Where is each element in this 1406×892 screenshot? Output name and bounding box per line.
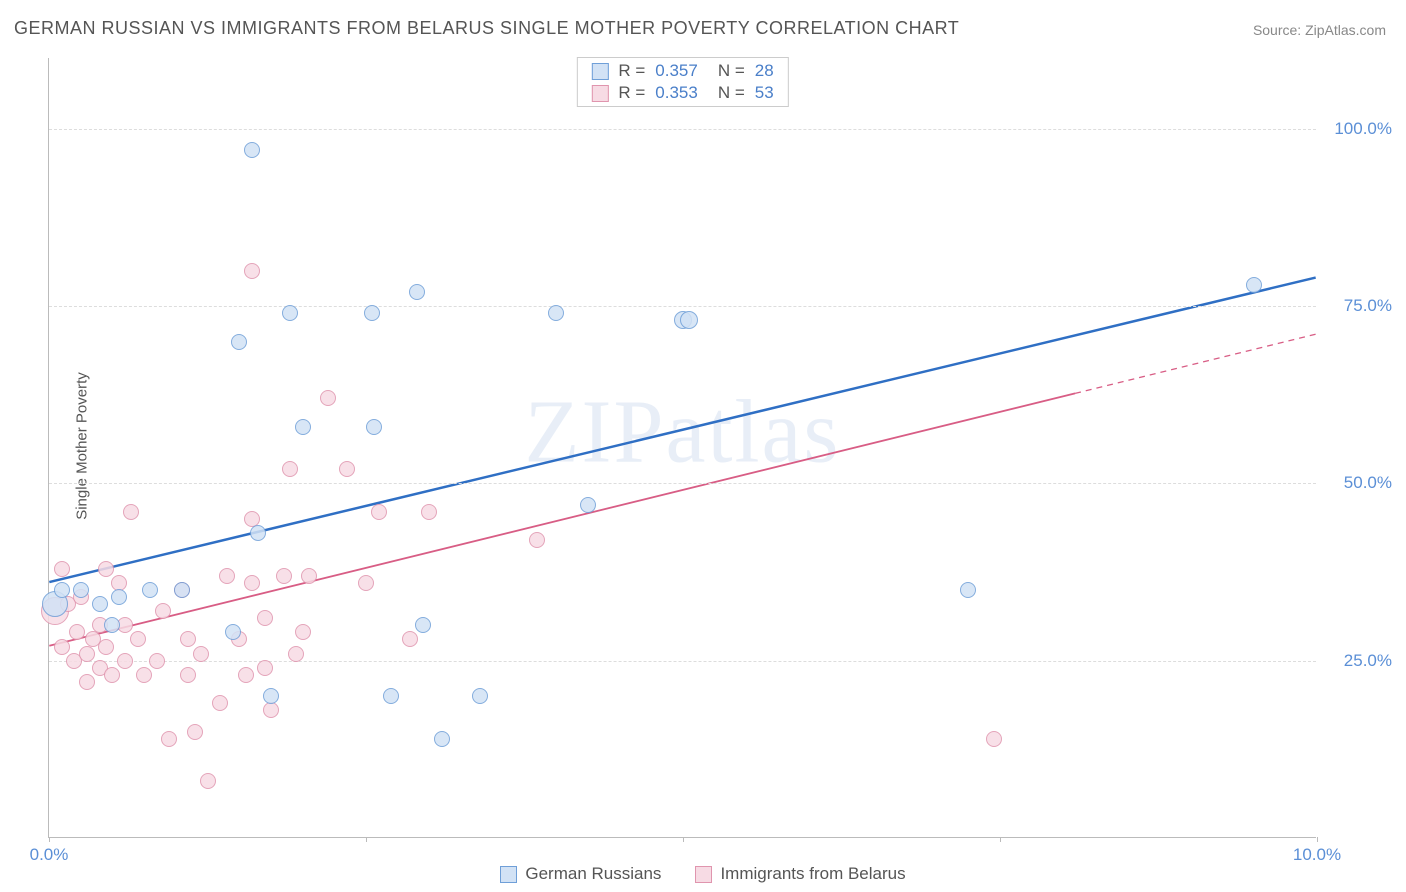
- legend-swatch: [695, 866, 712, 883]
- data-point: [548, 305, 564, 321]
- data-point: [187, 724, 203, 740]
- x-tick-mark: [49, 837, 50, 842]
- legend-label: German Russians: [525, 864, 661, 884]
- data-point: [142, 582, 158, 598]
- data-point: [250, 525, 266, 541]
- data-point: [986, 731, 1002, 747]
- y-tick-label: 25.0%: [1344, 651, 1392, 671]
- data-point: [282, 461, 298, 477]
- data-point: [257, 610, 273, 626]
- source-label: Source: ZipAtlas.com: [1253, 22, 1386, 38]
- data-point: [123, 504, 139, 520]
- data-point: [580, 497, 596, 513]
- data-point: [193, 646, 209, 662]
- y-tick-label: 75.0%: [1344, 296, 1392, 316]
- data-point: [320, 390, 336, 406]
- x-tick-mark: [1000, 837, 1001, 842]
- data-point: [295, 624, 311, 640]
- data-point: [421, 504, 437, 520]
- data-point: [155, 603, 171, 619]
- data-point: [366, 419, 382, 435]
- watermark: ZIPatlas: [525, 380, 841, 483]
- data-point: [79, 646, 95, 662]
- gridline: [49, 661, 1316, 662]
- x-tick-label: 10.0%: [1293, 845, 1341, 865]
- data-point: [371, 504, 387, 520]
- data-point: [244, 142, 260, 158]
- data-point: [263, 688, 279, 704]
- data-point: [238, 667, 254, 683]
- data-point: [680, 311, 698, 329]
- data-point: [79, 674, 95, 690]
- data-point: [434, 731, 450, 747]
- data-point: [1246, 277, 1262, 293]
- legend-swatch: [500, 866, 517, 883]
- gridline: [49, 129, 1316, 130]
- data-point: [73, 582, 89, 598]
- data-point: [98, 561, 114, 577]
- x-tick-mark: [683, 837, 684, 842]
- data-point: [98, 639, 114, 655]
- data-point: [301, 568, 317, 584]
- legend-item: Immigrants from Belarus: [695, 864, 905, 884]
- data-point: [339, 461, 355, 477]
- data-point: [364, 305, 380, 321]
- data-point: [136, 667, 152, 683]
- y-tick-label: 50.0%: [1344, 473, 1392, 493]
- data-point: [69, 624, 85, 640]
- data-point: [295, 419, 311, 435]
- data-point: [130, 631, 146, 647]
- data-point: [104, 667, 120, 683]
- data-point: [180, 631, 196, 647]
- data-point: [54, 639, 70, 655]
- data-point: [276, 568, 292, 584]
- data-point: [282, 305, 298, 321]
- data-point: [244, 575, 260, 591]
- legend-item: German Russians: [500, 864, 661, 884]
- data-point: [149, 653, 165, 669]
- scatter-plot: ZIPatlas R =0.357 N =28R =0.353 N =53 0.…: [48, 58, 1316, 838]
- stats-row: R =0.353 N =53: [577, 82, 787, 104]
- data-point: [409, 284, 425, 300]
- data-point: [117, 653, 133, 669]
- data-point: [111, 589, 127, 605]
- data-point: [383, 688, 399, 704]
- data-point: [225, 624, 241, 640]
- data-point: [54, 582, 70, 598]
- data-point: [161, 731, 177, 747]
- legend-swatch: [591, 85, 608, 102]
- data-point: [402, 631, 418, 647]
- data-point: [54, 561, 70, 577]
- stats-legend-box: R =0.357 N =28R =0.353 N =53: [576, 57, 788, 107]
- x-tick-mark: [1317, 837, 1318, 842]
- data-point: [92, 596, 108, 612]
- data-point: [200, 773, 216, 789]
- data-point: [180, 667, 196, 683]
- trend-lines: [49, 58, 1316, 837]
- data-point: [174, 582, 190, 598]
- data-point: [472, 688, 488, 704]
- x-tick-label: 0.0%: [30, 845, 69, 865]
- data-point: [104, 617, 120, 633]
- x-tick-mark: [366, 837, 367, 842]
- data-point: [529, 532, 545, 548]
- data-point: [415, 617, 431, 633]
- legend-swatch: [591, 63, 608, 80]
- data-point: [231, 334, 247, 350]
- gridline: [49, 483, 1316, 484]
- data-point: [212, 695, 228, 711]
- legend-label: Immigrants from Belarus: [720, 864, 905, 884]
- bottom-legend: German Russians Immigrants from Belarus: [0, 864, 1406, 884]
- y-tick-label: 100.0%: [1334, 119, 1392, 139]
- data-point: [263, 702, 279, 718]
- data-point: [257, 660, 273, 676]
- gridline: [49, 306, 1316, 307]
- data-point: [358, 575, 374, 591]
- data-point: [219, 568, 235, 584]
- page-title: GERMAN RUSSIAN VS IMMIGRANTS FROM BELARU…: [14, 18, 959, 39]
- stats-row: R =0.357 N =28: [577, 60, 787, 82]
- data-point: [244, 263, 260, 279]
- data-point: [960, 582, 976, 598]
- data-point: [288, 646, 304, 662]
